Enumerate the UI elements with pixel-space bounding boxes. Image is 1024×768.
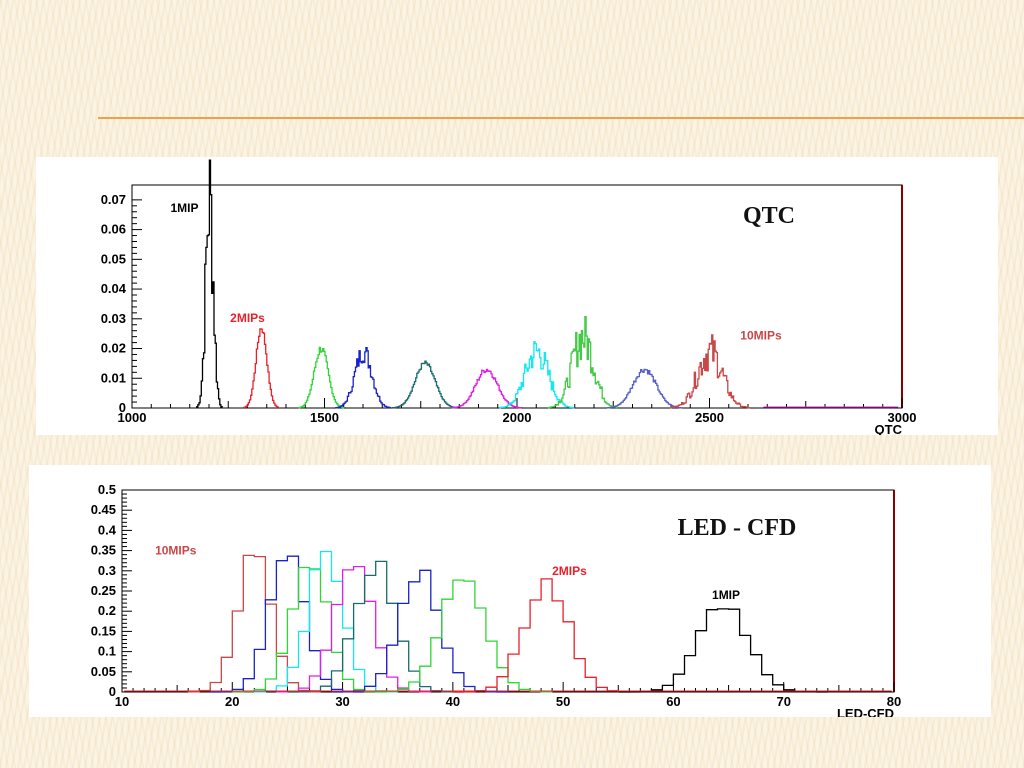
qtc-series-magenta-5 [451, 368, 523, 409]
qtc-ytick-label-5: 0.05 [101, 251, 126, 266]
qtc-ytick-label-6: 0.06 [101, 222, 126, 237]
cfd-ytick-label-8: 0.4 [98, 522, 117, 537]
cfd-xtick-label-0: 10 [115, 694, 129, 709]
qtc-chart: 0 0.01 0.02 0.03 0.04 0.05 0.06 0.07 1000 1500 200… [101, 159, 917, 435]
cfd-series-red-8 [452, 578, 641, 693]
qtc-series-teal-4 [391, 360, 458, 409]
cfd-series-green-7 [375, 579, 553, 693]
qtc-ytick-label-0: 0 [119, 400, 126, 415]
cfd-ytick-label-4: 0.2 [98, 603, 116, 618]
qtc-series-green-2 [297, 346, 346, 409]
led-cfd-chart-panel: 0 0.05 0.1 0.15 0.2 0.25 0.3 0.35 0.4 0.45 0.5 10 20… [29, 465, 991, 717]
cfd-xtick-label-2: 30 [335, 694, 349, 709]
cfd-ytick-label-3: 0.15 [91, 623, 116, 638]
cfd-ytick-label-5: 0.25 [91, 583, 116, 598]
qtc-chart-title: QTC [743, 203, 795, 229]
qtc-x-axis-title: QTC [875, 422, 903, 435]
qtc-xtick-label-0: 1000 [118, 410, 147, 425]
qtc-ytick-label-3: 0.03 [101, 311, 126, 326]
cfd-xtick-label-1: 20 [225, 694, 239, 709]
qtc-series-lightgreen-7 [547, 315, 619, 409]
qtc-series-black-0 [196, 159, 224, 409]
qtc-series-red-1 [243, 328, 280, 409]
cfd-ytick-label-7: 0.35 [91, 543, 116, 558]
qtc-series-rosebrown-9 [669, 334, 751, 409]
cfd-series-blue-1 [210, 555, 365, 693]
qtc-xtick-label-3: 2500 [695, 410, 724, 425]
qtc-xtick-label-2: 2000 [503, 410, 532, 425]
cfd-series-black-9 [618, 608, 828, 693]
cfd-xtick-label-6: 70 [776, 694, 790, 709]
qtc-series-blue-3 [335, 347, 391, 409]
qtc-ytick-label-7: 0.07 [101, 192, 126, 207]
cfd-annotation-2mips: 2MIPs [552, 564, 587, 578]
cfd-series-cyan-3 [253, 550, 399, 693]
cfd-ytick-label-6: 0.3 [98, 563, 116, 578]
cfd-annotation-10mips: 10MIPs [155, 544, 197, 558]
cfd-xtick-label-3: 40 [446, 694, 460, 709]
cfd-xtick-label-5: 60 [666, 694, 680, 709]
qtc-ytick-label-4: 0.04 [101, 281, 127, 296]
title-rule [98, 117, 1024, 119]
led-cfd-chart: 0 0.05 0.1 0.15 0.2 0.25 0.3 0.35 0.4 0.45 0.5 10 20… [91, 482, 902, 717]
cfd-ytick-label-2: 0.1 [98, 644, 116, 659]
cfd-series-teal-5 [287, 560, 464, 693]
cfd-ytick-label-0: 0 [109, 684, 116, 699]
qtc-annotation-2mips: 2MIPs [230, 311, 265, 325]
qtc-annotation-10mips: 10MIPs [740, 329, 782, 343]
qtc-xtick-label-1: 1500 [310, 410, 339, 425]
cfd-xtick-label-7: 80 [887, 694, 901, 709]
qtc-chart-panel: 0 0.01 0.02 0.03 0.04 0.05 0.06 0.07 1000 1500 200… [36, 157, 998, 435]
cfd-series-green-2 [232, 566, 387, 693]
cfd-xtick-label-4: 50 [556, 694, 570, 709]
cfd-chart-title: LED - CFD [678, 515, 797, 541]
cfd-ytick-label-1: 0.05 [91, 664, 116, 679]
cfd-x-axis-title: LED-CFD [837, 706, 894, 717]
qtc-xtick-label-4: 3000 [888, 410, 917, 425]
cfd-annotation-1mip: 1MIP [712, 588, 740, 602]
qtc-ytick-label-1: 0.01 [101, 370, 126, 385]
qtc-ytick-label-2: 0.02 [101, 341, 126, 356]
qtc-annotation-1mip: 1MIP [171, 201, 199, 215]
cfd-ytick-label-10: 0.5 [98, 482, 116, 497]
cfd-ytick-label-9: 0.45 [91, 502, 116, 517]
qtc-series-slateblue-8 [606, 368, 683, 409]
